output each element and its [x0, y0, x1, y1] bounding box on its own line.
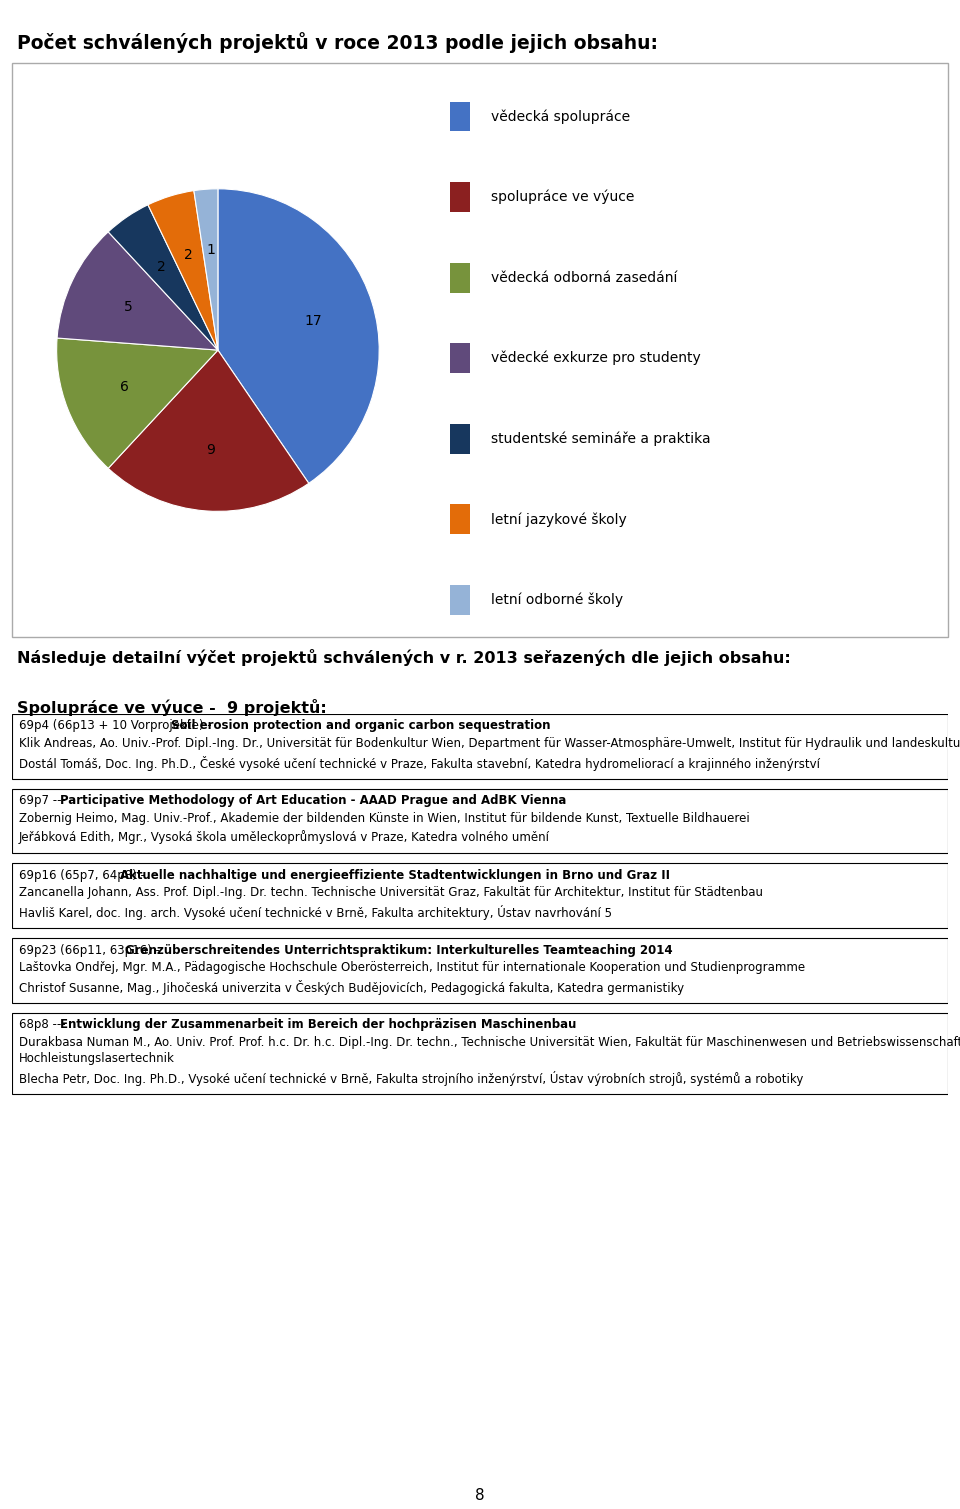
Text: Spolupráce ve výuce -  9 projektů:: Spolupráce ve výuce - 9 projektů: — [17, 699, 327, 715]
Text: 6: 6 — [120, 380, 130, 394]
Text: 9: 9 — [206, 442, 215, 457]
Bar — [449, 183, 469, 211]
Bar — [449, 263, 469, 293]
Bar — [449, 101, 469, 131]
Text: vědecká odborná zasedání: vědecká odborná zasedání — [491, 270, 677, 285]
Text: Entwicklung der Zusammenarbeit im Bereich der hochpräzisen Maschinenbau: Entwicklung der Zusammenarbeit im Bereic… — [60, 1019, 577, 1032]
Text: 68p8 ---: 68p8 --- — [19, 1019, 69, 1032]
Text: Laštovka Ondřej, Mgr. M.A., Pädagogische Hochschule Oberösterreich, Institut für: Laštovka Ondřej, Mgr. M.A., Pädagogische… — [19, 961, 805, 975]
Text: studentské semináře a praktika: studentské semináře a praktika — [491, 432, 710, 447]
Text: 2: 2 — [184, 247, 193, 261]
Text: Blecha Petr, Doc. Ing. Ph.D., Vysoké učení technické v Brně, Fakulta strojního i: Blecha Petr, Doc. Ing. Ph.D., Vysoké uče… — [19, 1071, 804, 1086]
Bar — [449, 424, 469, 454]
Text: vědecké exkurze pro studenty: vědecké exkurze pro studenty — [491, 352, 701, 365]
Text: vědecká spolupráce: vědecká spolupráce — [491, 109, 630, 124]
Wedge shape — [194, 189, 218, 350]
Wedge shape — [218, 189, 379, 483]
Text: Zobernig Heimo, Mag. Univ.-Prof., Akademie der bildenden Künste in Wien, Institu: Zobernig Heimo, Mag. Univ.-Prof., Akadem… — [19, 812, 750, 824]
Wedge shape — [108, 350, 309, 512]
Text: 2: 2 — [157, 261, 166, 275]
Text: Počet schválených projektů v roce 2013 podle jejich obsahu:: Počet schválených projektů v roce 2013 p… — [17, 32, 659, 53]
Text: 69p7 ---: 69p7 --- — [19, 794, 70, 807]
Text: 1: 1 — [206, 243, 215, 258]
Text: Durakbasa Numan M., Ao. Univ. Prof. Prof. h.c. Dr. h.c. Dipl.-Ing. Dr. techn., T: Durakbasa Numan M., Ao. Univ. Prof. Prof… — [19, 1037, 960, 1049]
Text: Participative Methodology of Art Education - AAAD Prague and AdBK Vienna: Participative Methodology of Art Educati… — [60, 794, 566, 807]
Text: spolupráce ve výuce: spolupráce ve výuce — [491, 190, 634, 204]
Bar — [449, 504, 469, 534]
Bar — [449, 585, 469, 616]
Text: letní jazykové školy: letní jazykové školy — [491, 512, 627, 527]
Text: Christof Susanne, Mag., Jihočeská univerzita v Českých Budějovicích, Pedagogická: Christof Susanne, Mag., Jihočeská univer… — [19, 979, 684, 994]
Wedge shape — [148, 190, 218, 350]
Text: Zancanella Johann, Ass. Prof. Dipl.-Ing. Dr. techn. Technische Universität Graz,: Zancanella Johann, Ass. Prof. Dipl.-Ing.… — [19, 886, 763, 899]
Text: letní odborné školy: letní odborné školy — [491, 593, 623, 607]
Text: Grenzüberschreitendes Unterrichtspraktikum: Interkulturelles Teamteaching 2014: Grenzüberschreitendes Unterrichtspraktik… — [125, 943, 672, 957]
Bar — [449, 343, 469, 373]
Text: Následuje detailní výčet projektů schválených v r. 2013 seřazených dle jejich ob: Následuje detailní výčet projektů schvál… — [17, 649, 791, 665]
Text: Klik Andreas, Ao. Univ.-Prof. Dipl.-Ing. Dr., Universität für Bodenkultur Wien, : Klik Andreas, Ao. Univ.-Prof. Dipl.-Ing.… — [19, 736, 960, 750]
Text: Havliš Karel, doc. Ing. arch. Vysoké učení technické v Brně, Fakulta architektur: Havliš Karel, doc. Ing. arch. Vysoké uče… — [19, 905, 612, 920]
Wedge shape — [108, 205, 218, 350]
Text: Jeřábková Edith, Mgr., Vysoká škola uměleckoprůmyslová v Praze, Katedra volného : Jeřábková Edith, Mgr., Vysoká škola uměl… — [19, 830, 550, 845]
Text: 69p4 (66p13 + 10 Vorprojekte) -: 69p4 (66p13 + 10 Vorprojekte) - — [19, 720, 219, 732]
Text: 17: 17 — [304, 314, 323, 327]
Text: 69p23 (66p11, 63p16) -: 69p23 (66p11, 63p16) - — [19, 943, 163, 957]
Text: Dostál Tomáš, Doc. Ing. Ph.D., České vysoké učení technické v Praze, Fakulta sta: Dostál Tomáš, Doc. Ing. Ph.D., České vys… — [19, 756, 820, 771]
Wedge shape — [57, 338, 218, 468]
Text: 8: 8 — [475, 1488, 485, 1503]
Wedge shape — [57, 232, 218, 350]
Text: Soil erosion protection and organic carbon sequestration: Soil erosion protection and organic carb… — [171, 720, 550, 732]
Text: 5: 5 — [124, 300, 132, 314]
Text: 69p16 (65p7, 64p8) -: 69p16 (65p7, 64p8) - — [19, 869, 153, 881]
Text: Aktuelle nachhaltige und energieeffiziente Stadtentwicklungen in Brno und Graz I: Aktuelle nachhaltige und energieeffizien… — [120, 869, 670, 881]
Text: Hochleistungslasertechnik: Hochleistungslasertechnik — [19, 1052, 175, 1065]
